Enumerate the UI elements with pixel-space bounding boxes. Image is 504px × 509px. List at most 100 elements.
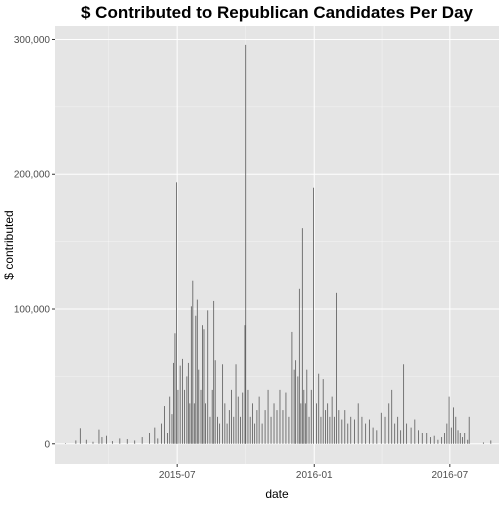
bar <box>441 437 443 444</box>
bar <box>209 416 211 444</box>
bar <box>267 389 269 444</box>
bar <box>161 423 162 444</box>
x-axis-title: date <box>265 487 289 501</box>
bar <box>200 389 202 444</box>
bar <box>325 410 326 444</box>
bar <box>211 389 213 444</box>
bar <box>252 403 253 444</box>
bar <box>235 364 237 444</box>
bar <box>240 416 241 444</box>
bar <box>192 280 194 444</box>
bar <box>433 435 435 444</box>
bar <box>207 310 209 444</box>
bar <box>217 416 218 444</box>
bar <box>446 423 448 444</box>
bar <box>295 360 297 444</box>
bar <box>195 315 197 444</box>
bar <box>394 423 396 444</box>
bar <box>282 410 284 444</box>
bar <box>430 437 431 444</box>
bar <box>320 416 322 444</box>
bar <box>288 416 290 444</box>
bar <box>119 438 121 444</box>
y-tick-label: 300,000 <box>14 35 51 46</box>
bar <box>333 416 335 444</box>
bar <box>169 396 171 444</box>
major-grid <box>55 26 499 464</box>
bar <box>414 419 416 444</box>
bar <box>400 430 402 444</box>
x-tick-label: 2016-07 <box>431 470 468 481</box>
bar <box>300 403 302 444</box>
bar <box>141 437 143 444</box>
bar <box>450 427 452 444</box>
bar <box>228 410 230 444</box>
bar <box>482 442 484 444</box>
bar <box>237 396 239 444</box>
bar <box>298 288 300 444</box>
bar <box>308 416 310 444</box>
bar <box>190 306 192 444</box>
bar <box>167 433 168 444</box>
bar <box>196 299 198 444</box>
bar <box>403 364 405 444</box>
bar <box>316 403 317 444</box>
bar <box>354 419 355 444</box>
bar <box>338 410 340 444</box>
y-tick-label: 100,000 <box>14 305 51 316</box>
bar <box>273 403 275 444</box>
bar <box>327 403 329 444</box>
bar <box>219 423 221 444</box>
bar <box>276 410 278 444</box>
bar <box>264 410 266 444</box>
bar <box>256 410 258 444</box>
bar <box>173 362 174 444</box>
bar <box>181 358 183 444</box>
bar <box>149 433 151 444</box>
y-tick-label: 200,000 <box>14 170 51 181</box>
bar <box>65 443 66 444</box>
bar <box>426 433 428 444</box>
bar <box>468 416 470 444</box>
bar <box>79 428 81 444</box>
bar <box>301 228 303 444</box>
bar <box>203 329 205 444</box>
bar <box>254 423 256 444</box>
bar <box>224 403 226 444</box>
bar <box>233 416 235 444</box>
bar <box>177 389 179 444</box>
bar <box>174 333 176 444</box>
bar <box>336 292 337 444</box>
bar <box>202 325 203 444</box>
bar <box>291 331 293 444</box>
bar <box>231 389 232 444</box>
bar <box>270 416 272 444</box>
bar <box>261 423 263 444</box>
bar <box>98 429 100 444</box>
bar <box>310 389 312 444</box>
bar <box>184 389 186 444</box>
bar <box>85 439 87 444</box>
bar <box>410 427 412 444</box>
bar <box>297 376 299 444</box>
bar <box>213 300 215 444</box>
bar <box>361 416 363 444</box>
bar <box>187 362 189 444</box>
bar <box>279 389 281 444</box>
bar <box>347 423 349 444</box>
bar <box>462 437 463 444</box>
bar <box>244 325 246 444</box>
bar <box>467 439 469 444</box>
x-tick-label: 2016-01 <box>296 470 333 481</box>
bar <box>304 403 306 444</box>
bar <box>437 439 439 444</box>
bar <box>293 369 295 444</box>
bar <box>214 360 216 444</box>
bar <box>306 369 308 444</box>
bar <box>111 441 113 444</box>
bar <box>380 412 382 444</box>
bar <box>457 430 459 444</box>
bar <box>453 407 454 444</box>
bar <box>226 423 228 444</box>
